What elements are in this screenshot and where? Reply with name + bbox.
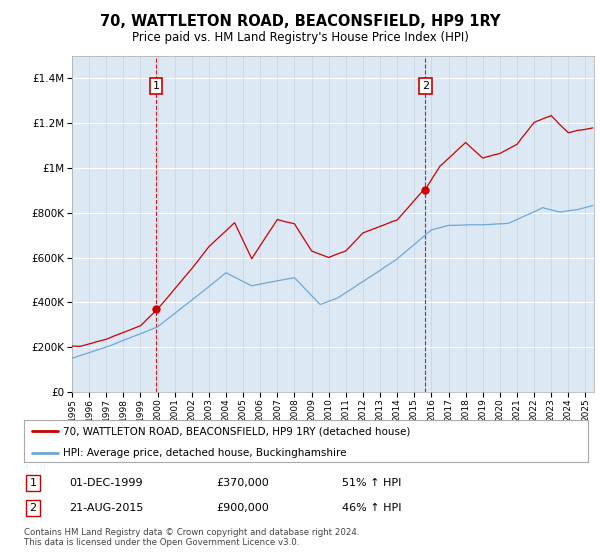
Text: £900,000: £900,000 bbox=[216, 503, 269, 513]
Text: £370,000: £370,000 bbox=[216, 478, 269, 488]
Text: 2: 2 bbox=[422, 81, 429, 91]
Text: 21-AUG-2015: 21-AUG-2015 bbox=[69, 503, 143, 513]
Text: HPI: Average price, detached house, Buckinghamshire: HPI: Average price, detached house, Buck… bbox=[64, 448, 347, 458]
Text: 01-DEC-1999: 01-DEC-1999 bbox=[69, 478, 143, 488]
Text: 2: 2 bbox=[29, 503, 37, 513]
Text: 51% ↑ HPI: 51% ↑ HPI bbox=[342, 478, 401, 488]
Text: Price paid vs. HM Land Registry's House Price Index (HPI): Price paid vs. HM Land Registry's House … bbox=[131, 31, 469, 44]
Text: 70, WATTLETON ROAD, BEACONSFIELD, HP9 1RY (detached house): 70, WATTLETON ROAD, BEACONSFIELD, HP9 1R… bbox=[64, 426, 411, 436]
Text: 46% ↑ HPI: 46% ↑ HPI bbox=[342, 503, 401, 513]
Text: 70, WATTLETON ROAD, BEACONSFIELD, HP9 1RY: 70, WATTLETON ROAD, BEACONSFIELD, HP9 1R… bbox=[100, 14, 500, 29]
Text: Contains HM Land Registry data © Crown copyright and database right 2024.
This d: Contains HM Land Registry data © Crown c… bbox=[24, 528, 359, 547]
Text: 1: 1 bbox=[29, 478, 37, 488]
Text: 1: 1 bbox=[152, 81, 160, 91]
